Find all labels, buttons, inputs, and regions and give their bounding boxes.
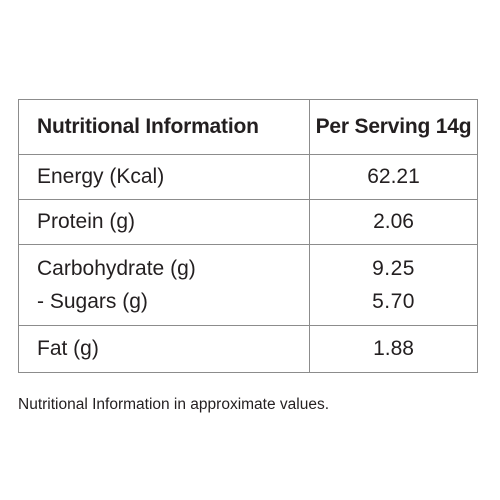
carbohydrate-value: 9.25 xyxy=(372,257,415,280)
energy-label: Energy (Kcal) xyxy=(18,154,310,200)
carbohydrate-label: Carbohydrate (g) xyxy=(37,257,196,280)
header-per-serving: Per Serving 14g xyxy=(309,99,478,155)
fat-value: 1.88 xyxy=(309,325,478,373)
nutrition-table: Nutritional Information Per Serving 14g … xyxy=(18,99,478,373)
table-row-carbohydrate: Carbohydrate (g) - Sugars (g) 9.25 5.70 xyxy=(18,244,478,326)
table-row-fat: Fat (g) 1.88 xyxy=(18,325,478,373)
header-nutritional-information: Nutritional Information xyxy=(18,99,310,155)
protein-label: Protein (g) xyxy=(18,199,310,245)
carbohydrate-values-cell: 9.25 5.70 xyxy=(309,244,478,326)
table-row-energy: Energy (Kcal) 62.21 xyxy=(18,154,478,200)
table-row-protein: Protein (g) 2.06 xyxy=(18,199,478,245)
fat-label: Fat (g) xyxy=(18,325,310,373)
table-header-row: Nutritional Information Per Serving 14g xyxy=(18,99,478,155)
protein-value: 2.06 xyxy=(309,199,478,245)
carbohydrate-cell: Carbohydrate (g) - Sugars (g) xyxy=(18,244,310,326)
sugars-label: - Sugars (g) xyxy=(37,290,148,313)
energy-value: 62.21 xyxy=(309,154,478,200)
sugars-value: 5.70 xyxy=(372,290,415,313)
footnote: Nutritional Information in approximate v… xyxy=(18,396,330,413)
